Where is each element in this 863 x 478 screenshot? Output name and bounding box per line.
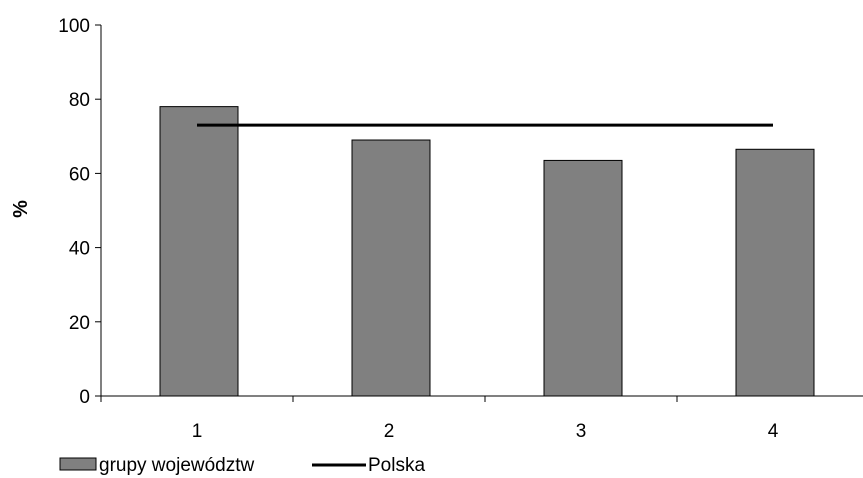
bar-grupy-wojewodztw-3	[543, 159, 623, 397]
y-tick-label: 0	[79, 387, 90, 408]
x-tick-label: 1	[192, 421, 203, 442]
bar-grupy-wojewodztw-4	[735, 148, 815, 397]
legend: grupy województw Polska	[59, 455, 425, 476]
bar-grupy-wojewodztw-1	[159, 106, 239, 397]
legend-label-polska: Polska	[368, 455, 425, 476]
y-ticks-group: 0 20 40 60 80 100	[58, 16, 101, 408]
y-tick-label: 40	[69, 239, 90, 260]
x-tick-label: 2	[384, 421, 395, 442]
legend-label-grupy-wojewodztw: grupy województw	[99, 455, 255, 476]
y-tick-label: 80	[69, 90, 90, 111]
y-axis-title: %	[10, 200, 32, 218]
y-tick-label: 20	[69, 313, 90, 334]
y-tick-label: 100	[58, 16, 90, 37]
x-tick-label: 4	[768, 421, 779, 442]
y-tick-label: 60	[69, 164, 90, 185]
legend-swatch-grupy-wojewodztw	[59, 457, 97, 471]
bar-grupy-wojewodztw-2	[351, 139, 431, 397]
x-ticks-group: 1 2 3 4	[100, 396, 779, 442]
x-tick-label: 3	[576, 421, 587, 442]
bars-group	[159, 106, 815, 397]
